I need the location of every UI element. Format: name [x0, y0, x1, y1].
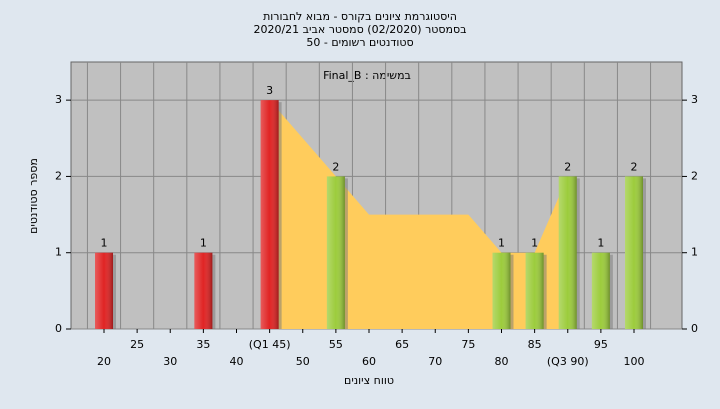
chart-title: היסטוגרמת ציונים בקורס - מבוא לחבורות: [263, 10, 457, 23]
value-label: 2: [631, 160, 638, 173]
y-tick-label: 3: [55, 93, 62, 106]
y-tick-label: 2: [55, 169, 62, 182]
value-label: 1: [597, 237, 604, 250]
x-tick-label: 50: [296, 355, 310, 368]
value-label: 1: [498, 237, 505, 250]
annotation: Final_B : במשימה: [323, 69, 411, 82]
bar-shade: [492, 252, 511, 329]
chart-subtitle: בסמסטר (02/2020) סמסטר אביב 2020/21: [253, 23, 466, 36]
bar-shade: [625, 176, 643, 329]
x-tick-label: 65: [395, 338, 409, 351]
value-label: 2: [332, 160, 339, 173]
y-axis-label: מספר סטודנטים: [27, 158, 40, 234]
value-label: 1: [531, 237, 538, 250]
y-tick-label: 0: [55, 322, 62, 335]
y2-tick-label: 2: [691, 169, 698, 182]
x-tick-label: 55: [329, 338, 343, 351]
x-tick-label: 80: [495, 355, 509, 368]
bar-shade: [525, 252, 544, 329]
x-tick-label: 35: [196, 338, 210, 351]
x-tick-label: 95: [594, 338, 608, 351]
x-tick-label: 40: [230, 355, 244, 368]
y2-tick-label: 3: [691, 93, 698, 106]
y2-tick-label: 1: [691, 246, 698, 259]
x-tick-label: 30: [163, 355, 177, 368]
x-tick-label: 20: [97, 355, 111, 368]
y2-tick-label: 0: [691, 322, 698, 335]
x-tick-label: 75: [461, 338, 475, 351]
bar-shade: [260, 100, 279, 330]
x-tick-label: 60: [362, 355, 376, 368]
value-label: 2: [564, 160, 571, 173]
y-tick-label: 1: [55, 246, 62, 259]
value-label: 3: [266, 84, 273, 97]
x-tick-label: (Q3 90): [547, 355, 589, 368]
x-axis-label: טווח ציונים: [344, 374, 394, 387]
chart-subtitle: סטודנטים רשומים - 50: [306, 36, 413, 49]
bar-shade: [591, 252, 610, 329]
x-tick-label: 25: [130, 338, 144, 351]
x-tick-label: 70: [428, 355, 442, 368]
bar-shade: [194, 252, 213, 329]
x-tick-label: 100: [624, 355, 645, 368]
bar-shade: [558, 176, 577, 329]
x-tick-label: (Q1 45): [249, 338, 291, 351]
value-label: 1: [101, 237, 108, 250]
bar-shade: [95, 252, 113, 329]
value-label: 1: [200, 237, 207, 250]
x-tick-label: 85: [528, 338, 542, 351]
bar-shade: [326, 176, 345, 329]
